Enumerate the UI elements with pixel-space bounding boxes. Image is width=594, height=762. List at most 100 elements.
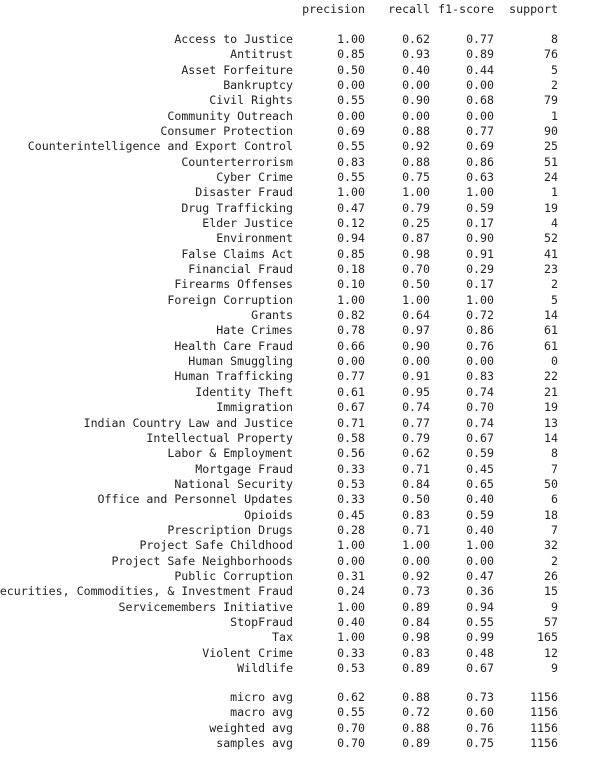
support-value: 1156 <box>530 705 558 719</box>
precision-value: 0.28 <box>337 523 365 537</box>
precision-value: 0.24 <box>337 584 365 598</box>
average-row: samples avg 0.70 0.89 0.75 1156 <box>0 736 594 751</box>
support-value: 61 <box>544 323 558 337</box>
f1-score-value: 0.45 <box>466 462 494 476</box>
report-row: Project Safe Neighborhoods 0.00 0.00 0.00 2 <box>0 554 594 569</box>
report-row: Counterintelligence and Export Control 0.… <box>0 139 594 154</box>
report-row: Violent Crime 0.33 0.83 0.48 12 <box>0 646 594 661</box>
precision-value: 0.33 <box>337 462 365 476</box>
precision-value: 0.55 <box>337 139 365 153</box>
support-value: 7 <box>551 462 558 476</box>
report-row: Asset Forfeiture 0.50 0.40 0.44 5 <box>0 63 594 78</box>
precision-value: 0.18 <box>337 262 365 276</box>
recall-value: 0.84 <box>402 477 430 491</box>
f1-score-value: 0.72 <box>466 308 494 322</box>
precision-value: 0.66 <box>337 339 365 353</box>
report-row: Drug Trafficking 0.47 0.79 0.59 19 <box>0 201 594 216</box>
support-value: 61 <box>544 339 558 353</box>
precision-value: 0.85 <box>337 247 365 261</box>
average-row: weighted avg 0.70 0.88 0.76 1156 <box>0 721 594 736</box>
class-label: weighted avg <box>209 721 293 735</box>
precision-value: 1.00 <box>337 538 365 552</box>
average-row: macro avg 0.55 0.72 0.60 1156 <box>0 705 594 720</box>
support-value: 14 <box>544 308 558 322</box>
class-label: Immigration <box>216 400 293 414</box>
f1-score-value: 0.67 <box>466 661 494 675</box>
recall-value: 0.72 <box>402 705 430 719</box>
report-row: Grants 0.82 0.64 0.72 14 <box>0 308 594 323</box>
report-row: Firearms Offenses 0.10 0.50 0.17 2 <box>0 277 594 292</box>
recall-value: 0.90 <box>402 93 430 107</box>
recall-value: 0.73 <box>402 584 430 598</box>
support-header: support <box>509 2 558 16</box>
precision-value: 0.33 <box>337 646 365 660</box>
f1-score-value: 0.40 <box>466 523 494 537</box>
f1-score-value: 0.86 <box>466 155 494 169</box>
recall-value: 0.98 <box>402 630 430 644</box>
support-value: 23 <box>544 262 558 276</box>
support-value: 9 <box>551 600 558 614</box>
support-value: 1156 <box>530 721 558 735</box>
support-value: 6 <box>551 492 558 506</box>
precision-value: 0.53 <box>337 661 365 675</box>
support-value: 2 <box>551 78 558 92</box>
support-value: 8 <box>551 32 558 46</box>
recall-value: 0.90 <box>402 339 430 353</box>
report-row: Access to Justice 1.00 0.62 0.77 8 <box>0 32 594 47</box>
average-row: micro avg 0.62 0.88 0.73 1156 <box>0 690 594 705</box>
f1-score-value: 0.68 <box>466 93 494 107</box>
support-value: 24 <box>544 170 558 184</box>
f1-score-value: 0.70 <box>466 400 494 414</box>
class-label: Consumer Protection <box>160 124 293 138</box>
recall-value: 0.00 <box>402 554 430 568</box>
class-label: Prescription Drugs <box>167 523 293 537</box>
precision-value: 0.56 <box>337 446 365 460</box>
f1-score-value: 0.75 <box>466 736 494 750</box>
f1-score-value: 0.77 <box>466 32 494 46</box>
class-label: Wildlife <box>237 661 293 675</box>
class-label: Servicemembers Initiative <box>118 600 293 614</box>
report-row: National Security 0.53 0.84 0.65 50 <box>0 477 594 492</box>
report-row: Tax 1.00 0.98 0.99 165 <box>0 630 594 645</box>
class-label: Hate Crimes <box>216 323 293 337</box>
report-row: Elder Justice 0.12 0.25 0.17 4 <box>0 216 594 231</box>
recall-value: 0.74 <box>402 400 430 414</box>
class-label: Project Safe Neighborhoods <box>111 554 293 568</box>
report-row: Health Care Fraud 0.66 0.90 0.76 61 <box>0 339 594 354</box>
f1-score-value: 0.00 <box>466 354 494 368</box>
report-row: Antitrust 0.85 0.93 0.89 76 <box>0 47 594 62</box>
class-label: Health Care Fraud <box>174 339 293 353</box>
support-value: 8 <box>551 446 558 460</box>
recall-value: 0.88 <box>402 124 430 138</box>
class-label: Violent Crime <box>202 646 293 660</box>
class-label: samples avg <box>216 736 293 750</box>
precision-value: 0.00 <box>337 109 365 123</box>
report-row: Hate Crimes 0.78 0.97 0.86 61 <box>0 323 594 338</box>
class-label: Antitrust <box>230 47 293 61</box>
recall-value: 0.87 <box>402 231 430 245</box>
class-label: Mortgage Fraud <box>195 462 293 476</box>
f1-score-value: 0.89 <box>466 47 494 61</box>
recall-value: 0.79 <box>402 431 430 445</box>
precision-value: 0.78 <box>337 323 365 337</box>
class-label: Public Corruption <box>174 569 293 583</box>
precision-value: 0.69 <box>337 124 365 138</box>
support-value: 1 <box>551 109 558 123</box>
precision-value: 0.82 <box>337 308 365 322</box>
support-value: 21 <box>544 385 558 399</box>
report-row: Intellectual Property 0.58 0.79 0.67 14 <box>0 431 594 446</box>
report-row: Labor & Employment 0.56 0.62 0.59 8 <box>0 446 594 461</box>
report-header-row: precision recall f1-score support <box>0 2 594 17</box>
support-value: 76 <box>544 47 558 61</box>
recall-value: 0.88 <box>402 690 430 704</box>
support-value: 22 <box>544 369 558 383</box>
report-row: Counterterrorism 0.83 0.88 0.86 51 <box>0 155 594 170</box>
recall-header: recall <box>388 2 430 16</box>
support-value: 7 <box>551 523 558 537</box>
recall-value: 0.00 <box>402 354 430 368</box>
report-row: Indian Country Law and Justice 0.71 0.77 0.… <box>0 416 594 431</box>
f1-score-value: 0.65 <box>466 477 494 491</box>
precision-value: 1.00 <box>337 630 365 644</box>
precision-value: 0.61 <box>337 385 365 399</box>
support-value: 32 <box>544 538 558 552</box>
